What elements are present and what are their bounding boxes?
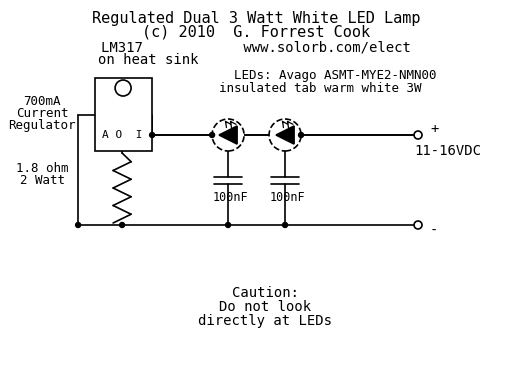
Text: 1.8 ohm: 1.8 ohm bbox=[16, 162, 69, 175]
Circle shape bbox=[414, 131, 422, 139]
Text: Current: Current bbox=[16, 107, 69, 119]
Circle shape bbox=[115, 80, 131, 96]
Text: 100nF: 100nF bbox=[212, 191, 248, 204]
Circle shape bbox=[150, 132, 155, 138]
Polygon shape bbox=[219, 126, 237, 144]
Text: LEDs: Avago ASMT-MYE2-NMN00: LEDs: Avago ASMT-MYE2-NMN00 bbox=[234, 69, 436, 82]
Text: 11-16VDC: 11-16VDC bbox=[415, 144, 481, 158]
Text: Regulator: Regulator bbox=[8, 119, 76, 132]
Text: insulated tab warm white 3W: insulated tab warm white 3W bbox=[219, 82, 421, 94]
Text: 100nF: 100nF bbox=[269, 191, 305, 204]
Text: 700mA: 700mA bbox=[24, 94, 61, 107]
Circle shape bbox=[269, 119, 301, 151]
Circle shape bbox=[414, 221, 422, 229]
Text: Caution:: Caution: bbox=[231, 286, 298, 300]
Circle shape bbox=[212, 119, 244, 151]
Text: on heat sink: on heat sink bbox=[98, 53, 198, 67]
Circle shape bbox=[283, 132, 288, 138]
Text: directly at LEDs: directly at LEDs bbox=[198, 314, 332, 328]
Circle shape bbox=[226, 132, 230, 138]
Text: Do not look: Do not look bbox=[219, 300, 311, 314]
Circle shape bbox=[298, 132, 304, 138]
Circle shape bbox=[226, 222, 230, 228]
Circle shape bbox=[120, 222, 124, 228]
Text: A O  I: A O I bbox=[102, 130, 142, 140]
Text: LM317            www.solorb.com/elect: LM317 www.solorb.com/elect bbox=[101, 40, 411, 54]
Circle shape bbox=[76, 222, 80, 228]
Text: -: - bbox=[430, 224, 438, 238]
Text: Regulated Dual 3 Watt White LED Lamp: Regulated Dual 3 Watt White LED Lamp bbox=[92, 10, 420, 25]
Text: 2 Watt: 2 Watt bbox=[19, 173, 65, 186]
Polygon shape bbox=[276, 126, 294, 144]
Circle shape bbox=[209, 132, 215, 138]
Text: +: + bbox=[430, 122, 438, 136]
Bar bbox=[95, 78, 152, 151]
Text: (c) 2010  G. Forrest Cook: (c) 2010 G. Forrest Cook bbox=[142, 25, 370, 40]
Circle shape bbox=[283, 222, 288, 228]
